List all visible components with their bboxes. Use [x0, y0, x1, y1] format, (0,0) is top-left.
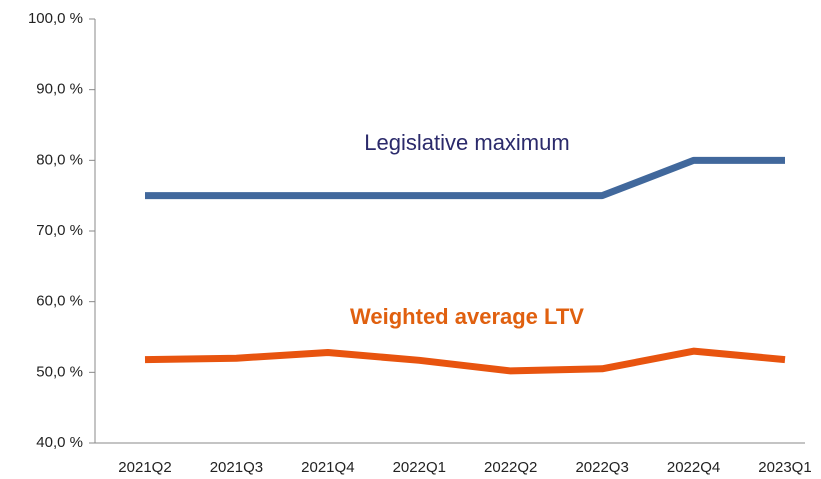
y-tick-label: 50,0 %: [36, 363, 83, 380]
x-tick-label: 2022Q2: [484, 459, 537, 476]
x-tick-label: 2021Q4: [301, 459, 354, 476]
series-line: [144, 347, 786, 375]
series-label: Legislative maximum: [364, 130, 569, 155]
x-tick-label: 2022Q4: [667, 459, 720, 476]
x-tick-label: 2022Q1: [393, 459, 446, 476]
y-tick-label: 80,0 %: [36, 151, 83, 168]
x-tick-label: 2021Q3: [210, 459, 263, 476]
y-tick-label: 70,0 %: [36, 222, 83, 239]
x-tick-label: 2023Q1: [758, 459, 811, 476]
x-tick-label: 2021Q2: [118, 459, 171, 476]
series-label: Weighted average LTV: [350, 304, 584, 329]
y-tick-label: 90,0 %: [36, 81, 83, 98]
x-tick-label: 2022Q3: [575, 459, 628, 476]
y-tick-label: 100,0 %: [28, 10, 83, 27]
y-tick-label: 60,0 %: [36, 293, 83, 310]
series-line: [145, 156, 785, 200]
y-tick-label: 40,0 %: [36, 434, 83, 451]
